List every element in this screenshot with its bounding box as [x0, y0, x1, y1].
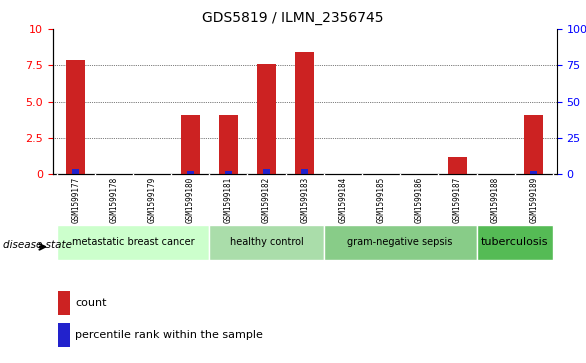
Text: count: count: [76, 298, 107, 309]
Text: GSM1599183: GSM1599183: [300, 177, 309, 223]
Bar: [295, 52, 314, 174]
Bar: [301, 169, 308, 174]
Bar: [180, 115, 200, 174]
Text: GSM1599185: GSM1599185: [377, 177, 386, 223]
Text: GSM1599189: GSM1599189: [529, 177, 539, 223]
FancyBboxPatch shape: [57, 225, 209, 260]
Bar: [72, 169, 79, 174]
Text: GSM1599186: GSM1599186: [415, 177, 424, 223]
Text: GDS5819 / ILMN_2356745: GDS5819 / ILMN_2356745: [202, 11, 384, 25]
Text: GSM1599187: GSM1599187: [453, 177, 462, 223]
Bar: [225, 171, 231, 174]
Bar: [530, 171, 537, 174]
Text: GSM1599182: GSM1599182: [262, 177, 271, 223]
Text: GSM1599179: GSM1599179: [148, 177, 156, 223]
Text: metastatic breast cancer: metastatic breast cancer: [71, 237, 194, 247]
Text: GSM1599188: GSM1599188: [491, 177, 500, 223]
Text: GSM1599178: GSM1599178: [110, 177, 118, 223]
Bar: [448, 157, 467, 174]
FancyBboxPatch shape: [324, 225, 476, 260]
Bar: [187, 171, 193, 174]
Bar: [58, 323, 70, 347]
Text: GSM1599180: GSM1599180: [186, 177, 195, 223]
Text: GSM1599177: GSM1599177: [71, 177, 80, 223]
Bar: [66, 60, 85, 174]
FancyBboxPatch shape: [209, 225, 324, 260]
Text: GSM1599184: GSM1599184: [338, 177, 347, 223]
Text: percentile rank within the sample: percentile rank within the sample: [76, 330, 263, 340]
Text: GSM1599181: GSM1599181: [224, 177, 233, 223]
Text: tuberculosis: tuberculosis: [481, 237, 548, 247]
Text: gram-negative sepsis: gram-negative sepsis: [347, 237, 453, 247]
Text: disease state: disease state: [3, 240, 72, 250]
Bar: [58, 291, 70, 315]
Bar: [219, 115, 238, 174]
Bar: [257, 64, 276, 174]
Bar: [263, 170, 270, 174]
Text: healthy control: healthy control: [230, 237, 304, 247]
Bar: [524, 115, 543, 174]
FancyBboxPatch shape: [476, 225, 553, 260]
